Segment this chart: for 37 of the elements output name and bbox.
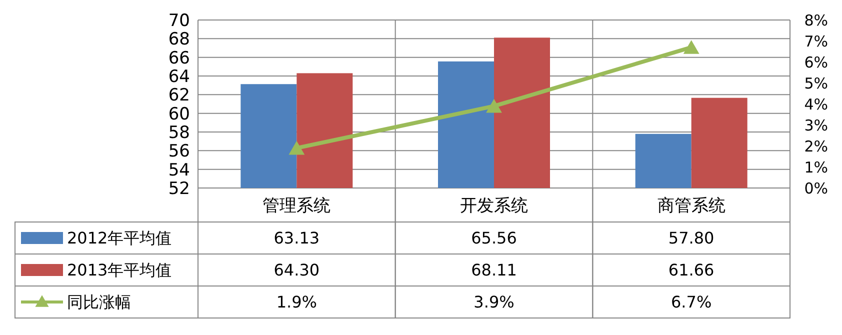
y2-tick-label: 5% xyxy=(804,74,828,92)
x-tick-label: 管理系统 xyxy=(262,196,331,216)
y-tick-label: 64 xyxy=(168,66,190,87)
x-tick-label: 商管系统 xyxy=(657,196,726,216)
y2-tick-label: 0% xyxy=(804,179,828,198)
y-tick-label: 60 xyxy=(168,104,190,124)
y-tick-label: 56 xyxy=(168,142,190,162)
y-tick-label: 52 xyxy=(168,178,190,199)
y2-tick-label: 4% xyxy=(804,95,828,114)
legend-label: 2013年平均值 xyxy=(67,260,172,280)
legend-label: 同比涨幅 xyxy=(67,292,131,312)
y2-tick-label: 6% xyxy=(804,53,828,72)
data-label: 68.11 xyxy=(471,260,517,280)
x-tick-label: 开发系统 xyxy=(460,196,528,216)
y2-tick-label: 8% xyxy=(804,11,828,30)
data-label: 65.56 xyxy=(471,228,517,248)
data-label: 64.30 xyxy=(274,260,320,280)
y-tick-label: 58 xyxy=(168,122,190,143)
point xyxy=(288,140,305,155)
y2-tick-label: 7% xyxy=(804,32,828,50)
y-tick-label: 66 xyxy=(168,48,190,68)
data-label: 3.9% xyxy=(474,292,514,312)
data-label: 1.9% xyxy=(276,292,317,312)
y2-tick-label: 2% xyxy=(804,137,828,156)
data-label: 63.13 xyxy=(274,228,320,248)
legend-label: 2012年平均值 xyxy=(67,228,172,248)
y-tick-label: 54 xyxy=(168,160,190,180)
point xyxy=(683,40,700,54)
y2-tick-label: 3% xyxy=(804,116,828,134)
data-label: 61.66 xyxy=(668,260,714,280)
y-tick-label: 70 xyxy=(168,10,190,31)
point xyxy=(486,98,502,113)
y-tick-label: 62 xyxy=(168,86,190,106)
y2-tick-label: 1% xyxy=(804,158,828,176)
data-label: 57.80 xyxy=(668,228,714,248)
y-tick-label: 68 xyxy=(168,30,190,50)
data-label: 6.7% xyxy=(671,292,712,312)
